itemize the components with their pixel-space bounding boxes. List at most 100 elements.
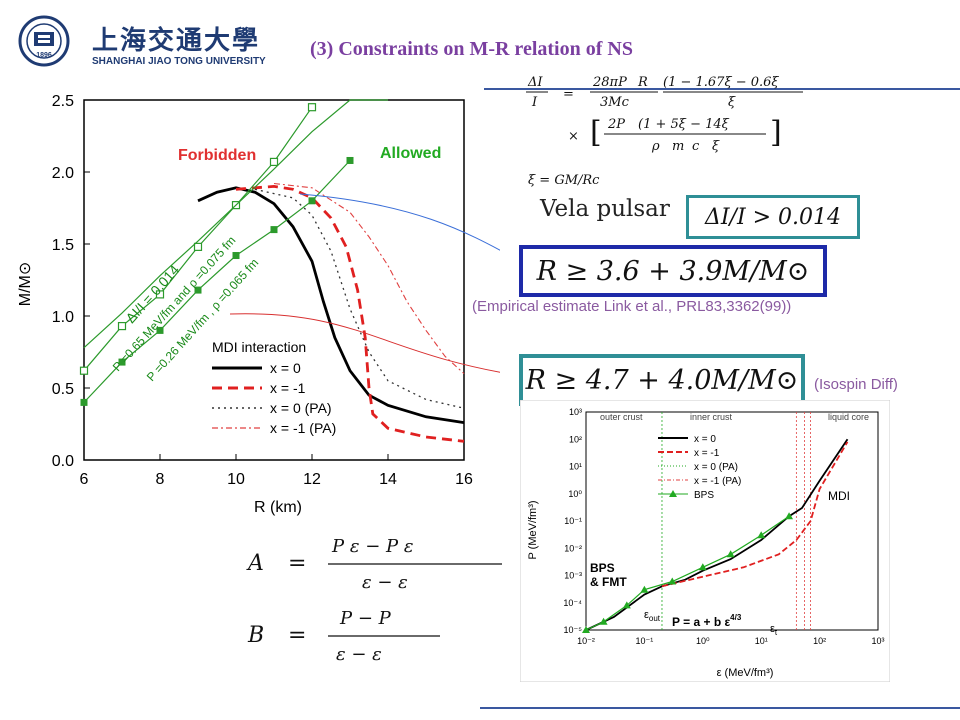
series-marker [270,226,278,234]
region-allowed-label: Allowed [380,145,441,162]
university-name-cn: 上海交通大學 [92,26,261,56]
svg-text:(1 + 5ξ − 14ξ: (1 + 5ξ − 14ξ [638,117,730,132]
inset-bps-marker [622,601,631,609]
series-marker [308,197,316,205]
inset-legend: x = 0 x = -1 x = 0 (PA) x = -1 (PA) BPS [658,434,741,501]
inset-y-tick-label: 10² [569,434,582,444]
connector-red [229,313,500,373]
inset-y-axis-label: P (MeV/fm³) [527,500,539,559]
ab-coefficients-equation: A = P ε − P ε ε − ε B = P − P ε − ε [246,536,502,665]
svg-text:P − P: P − P [339,608,392,629]
y-tick-label: 2.5 [52,93,74,110]
eos-inset-chart: 10⁻² 10⁻¹ 10⁰ 10¹ 10² 10³ 10⁻⁵ 10⁻⁴ 10⁻³ 10⁻² 10⁻¹… [520,400,890,682]
series-marker [118,358,126,366]
isospin-note: (Isospin Diff) [814,376,898,393]
inset-legend-x0: x = 0 [694,434,716,445]
series-marker [194,286,202,294]
inset-bps-marker [726,550,735,558]
x-tick-label: 12 [303,471,321,488]
svg-text:I: I [531,95,538,110]
legend-title: MDI interaction [212,339,306,355]
svg-text:c: c [692,139,700,154]
series-xm1 [235,184,465,443]
inset-label-mdi: MDI [828,489,850,503]
series-marker [232,252,240,260]
inset-y-tick-label: 10⁻⁵ [564,625,583,635]
isospin-constraint-box: R ≥ 4.7 + 4.0M/M⊙ [519,354,805,406]
svg-text:1896: 1896 [36,52,52,59]
x-tick-label: 10 [227,471,245,488]
y-tick-label: 0.5 [52,381,74,398]
legend-item-x0-pa: x = 0 (PA) [270,400,332,416]
link-constraint-box: R ≥ 3.6 + 3.9M/M⊙ [519,245,827,297]
inset-bps-marker [785,512,794,520]
connector-blue [299,193,500,251]
inset-y-tick-label: 10⁻⁴ [563,598,582,608]
inset-legend-x0-pa: x = 0 (PA) [694,462,738,473]
inset-region-core: liquid core [828,412,869,422]
inset-bps-marker [698,563,707,571]
svg-text:]: ] [770,115,782,150]
svg-text:=: = [288,551,306,576]
link-reference-note: (Empirical estimate Link et al., PRL83,3… [472,298,792,315]
svg-text:=: = [563,87,574,102]
x-tick-label: 14 [379,471,397,488]
series-marker [346,156,354,164]
legend-item-x0: x = 0 [270,360,301,376]
y-tick-label: 0.0 [52,453,74,470]
series-marker [307,103,317,112]
series-marker [80,398,88,406]
svg-text:B: B [247,623,264,648]
inset-y-tick-label: 10¹ [569,462,582,472]
series-marker [79,366,89,375]
inset-legend-xm1-pa: x = -1 (PA) [694,476,741,487]
inset-label-et: εt [770,623,778,637]
footer-divider [480,707,960,709]
svg-text:[: [ [590,115,602,150]
inset-x-tick-label: 10³ [871,636,884,646]
svg-text:(1 − 1.67ξ − 0.6ξ: (1 − 1.67ξ − 0.6ξ [663,75,779,90]
svg-text:3Mc: 3Mc [600,95,630,110]
inset-label-bps: BPS [590,561,615,575]
svg-text:ρ: ρ [651,139,660,154]
university-seal-logo: 1896 [18,15,70,67]
inset-label-eout: εout [644,609,661,623]
y-tick-label: 1.0 [52,309,74,326]
svg-text:2P: 2P [607,117,625,132]
svg-text:R: R [637,75,648,90]
series-delta-i [83,99,388,349]
inset-bps-marker [757,531,766,539]
inset-x-tick-label: 10⁻¹ [636,636,654,646]
inset-legend-bps: BPS [694,490,714,501]
legend-item-xm1: x = -1 [270,380,306,396]
inset-y-tick-label: 10³ [569,407,582,417]
legend-item-xm1-pa: x = -1 (PA) [270,420,336,436]
series-marker [156,326,164,334]
inset-plot-frame [585,411,879,631]
inset-legend-xm1: x = -1 [694,448,720,459]
chart-legend: MDI interaction x = 0 x = -1 x = 0 (PA) … [212,339,336,436]
vela-pulsar-label: Vela pulsar [540,196,670,222]
inset-y-tick-label: 10⁰ [568,489,582,499]
slide-title: (3) Constraints on M-R relation of NS [310,38,633,60]
inset-label-fit: P = a + b ε4/3 [672,613,742,629]
inset-x-tick-label: 10⁻² [577,636,595,646]
vela-constraint-box: ΔI/I > 0.014 [686,195,860,239]
inset-bps-marker [640,585,649,593]
series-marker [155,290,165,299]
inset-y-tick-label: 10⁻² [564,543,582,553]
y-axis-label: M/M⊙ [17,262,34,307]
svg-text:ΔI: ΔI [527,75,543,90]
inset-series-xm1 [661,441,849,588]
inset-x-axis-label: ε (MeV/fm³) [717,667,774,679]
inset-x-tick-label: 10¹ [755,636,768,646]
svg-text:=: = [288,623,306,648]
inset-region-inner: inner crust [690,412,733,422]
svg-text:ε − ε: ε − ε [336,644,382,665]
inset-y-tick-label: 10⁻¹ [564,516,582,526]
y-tick-label: 2.0 [52,165,74,182]
series-marker [117,321,127,331]
inset-bps-marker [668,577,677,585]
region-forbidden-label: Forbidden [178,147,256,164]
series-p026 [83,160,351,403]
